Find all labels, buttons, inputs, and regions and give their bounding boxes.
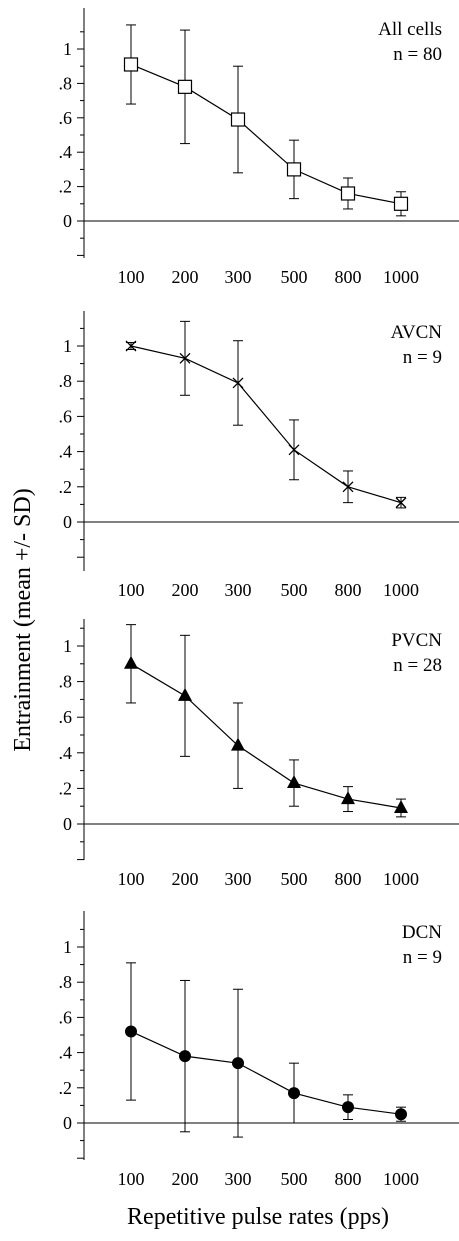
panel3-y-tick-label: 0 (63, 814, 72, 834)
panel2-data-point (342, 481, 354, 493)
panel1-y-tick-label: 1 (63, 39, 72, 59)
panel4-y-tick-label: .2 (59, 1078, 73, 1098)
panel1-y-tick-label: 0 (63, 211, 72, 231)
panel4-x-tick-label: 800 (335, 1169, 362, 1189)
panel2-data-point (125, 340, 137, 352)
panel4-x-tick-label: 1000 (383, 1169, 419, 1189)
panel4-data-point (395, 1108, 407, 1121)
panel3-x-tick-label: 200 (172, 869, 199, 889)
panel3-series-line (130, 663, 402, 809)
panel1-data-point (230, 112, 246, 127)
panel2-x-tick-label: 300 (225, 580, 252, 600)
panel2-y-tick-label: .2 (59, 477, 73, 497)
panel1-x-tick-label: 1000 (383, 267, 419, 287)
panel2-data-point (288, 444, 300, 456)
panel1-series-line (130, 63, 402, 205)
panel2-y-tick-label: .4 (59, 442, 73, 462)
panel3-x-tick-label: 500 (281, 869, 308, 889)
panel3-data-point (178, 687, 192, 701)
panel3-x-tick-label: 800 (335, 869, 362, 889)
panel2-group-label: AVCN (391, 322, 443, 343)
panel4-data-point (288, 1087, 300, 1100)
panel2-data-point (232, 377, 244, 389)
panel2-x-tick-label: 500 (281, 580, 308, 600)
panel3-x-tick-label: 100 (118, 869, 145, 889)
panel4-x-tick-label: 300 (225, 1169, 252, 1189)
panel3-data-point (394, 799, 408, 813)
panel1-x-tick-label: 100 (118, 267, 145, 287)
y-axis-title: Entrainment (mean +/- SD) (10, 488, 36, 751)
panel2-data-point (179, 352, 191, 364)
panel4-data-point (232, 1057, 244, 1070)
panel3-data-point (231, 737, 245, 751)
panel4-y-tick-label: .4 (59, 1043, 73, 1063)
panel2-y-tick-label: .8 (59, 371, 73, 391)
panel4-x-tick-label: 100 (118, 1169, 145, 1189)
panel3-n-label: n = 28 (393, 655, 442, 676)
panel2-n-label: n = 9 (403, 347, 442, 368)
panel1-x-tick-label: 800 (335, 267, 362, 287)
panel3-data-point (287, 775, 301, 789)
panel1-x-tick-label: 500 (281, 267, 308, 287)
panel1-y-tick-label: .2 (59, 177, 73, 197)
panel4-series-line (130, 1030, 402, 1115)
panel3-data-point (124, 655, 138, 669)
panel3-y-tick-label: .8 (59, 672, 73, 692)
panel4-y-tick-label: .8 (59, 972, 73, 992)
panel3-x-tick-label: 300 (225, 869, 252, 889)
panel2-x-tick-label: 1000 (383, 580, 419, 600)
panel4-x-tick-label: 500 (281, 1169, 308, 1189)
panel3-x-tick-label: 1000 (383, 869, 419, 889)
panel1-data-point (340, 186, 356, 201)
panel3-y-tick-label: .4 (59, 743, 73, 763)
panel3-y-tick-label: .2 (59, 778, 73, 798)
panel1-data-point (393, 196, 409, 211)
panel2-y-tick-label: 0 (63, 512, 72, 532)
panel3-y-tick-label: 1 (63, 636, 72, 656)
panel1-y-tick-label: .6 (59, 108, 73, 128)
panel2-x-tick-label: 200 (172, 580, 199, 600)
panel4-y-tick-label: 0 (63, 1113, 72, 1133)
panel1-y-tick-label: .8 (59, 73, 73, 93)
panel3-group-label: PVCN (391, 630, 442, 651)
panel4-x-tick-label: 200 (172, 1169, 199, 1189)
panel4-y-tick-label: .6 (59, 1007, 73, 1027)
panel1-x-tick-label: 200 (172, 267, 199, 287)
panel1-data-point (123, 57, 139, 72)
panel1-group-label: All cells (378, 19, 442, 40)
panel3-data-point (341, 791, 355, 805)
panel4-data-point (125, 1025, 137, 1038)
panel2-y-tick-label: 1 (63, 336, 72, 356)
panel4-data-point (342, 1101, 354, 1114)
panel4-y-tick-label: 1 (63, 937, 72, 957)
x-axis-title: Repetitive pulse rates (pps) (127, 1204, 389, 1230)
panel4-n-label: n = 9 (403, 947, 442, 968)
panel2-y-tick-label: .6 (59, 406, 73, 426)
panel1-n-label: n = 80 (393, 44, 442, 65)
panel3-y-tick-label: .6 (59, 707, 73, 727)
panel2-x-tick-label: 800 (335, 580, 362, 600)
panel4-data-point (179, 1050, 191, 1063)
panel2-x-tick-label: 100 (118, 580, 145, 600)
panel1-data-point (177, 79, 193, 94)
panel2-series-line (130, 345, 402, 504)
panel4-group-label: DCN (402, 922, 442, 943)
panel2-data-point (395, 497, 407, 509)
panel1-x-tick-label: 300 (225, 267, 252, 287)
panel1-y-tick-label: .4 (59, 142, 73, 162)
panel1-data-point (286, 162, 302, 177)
